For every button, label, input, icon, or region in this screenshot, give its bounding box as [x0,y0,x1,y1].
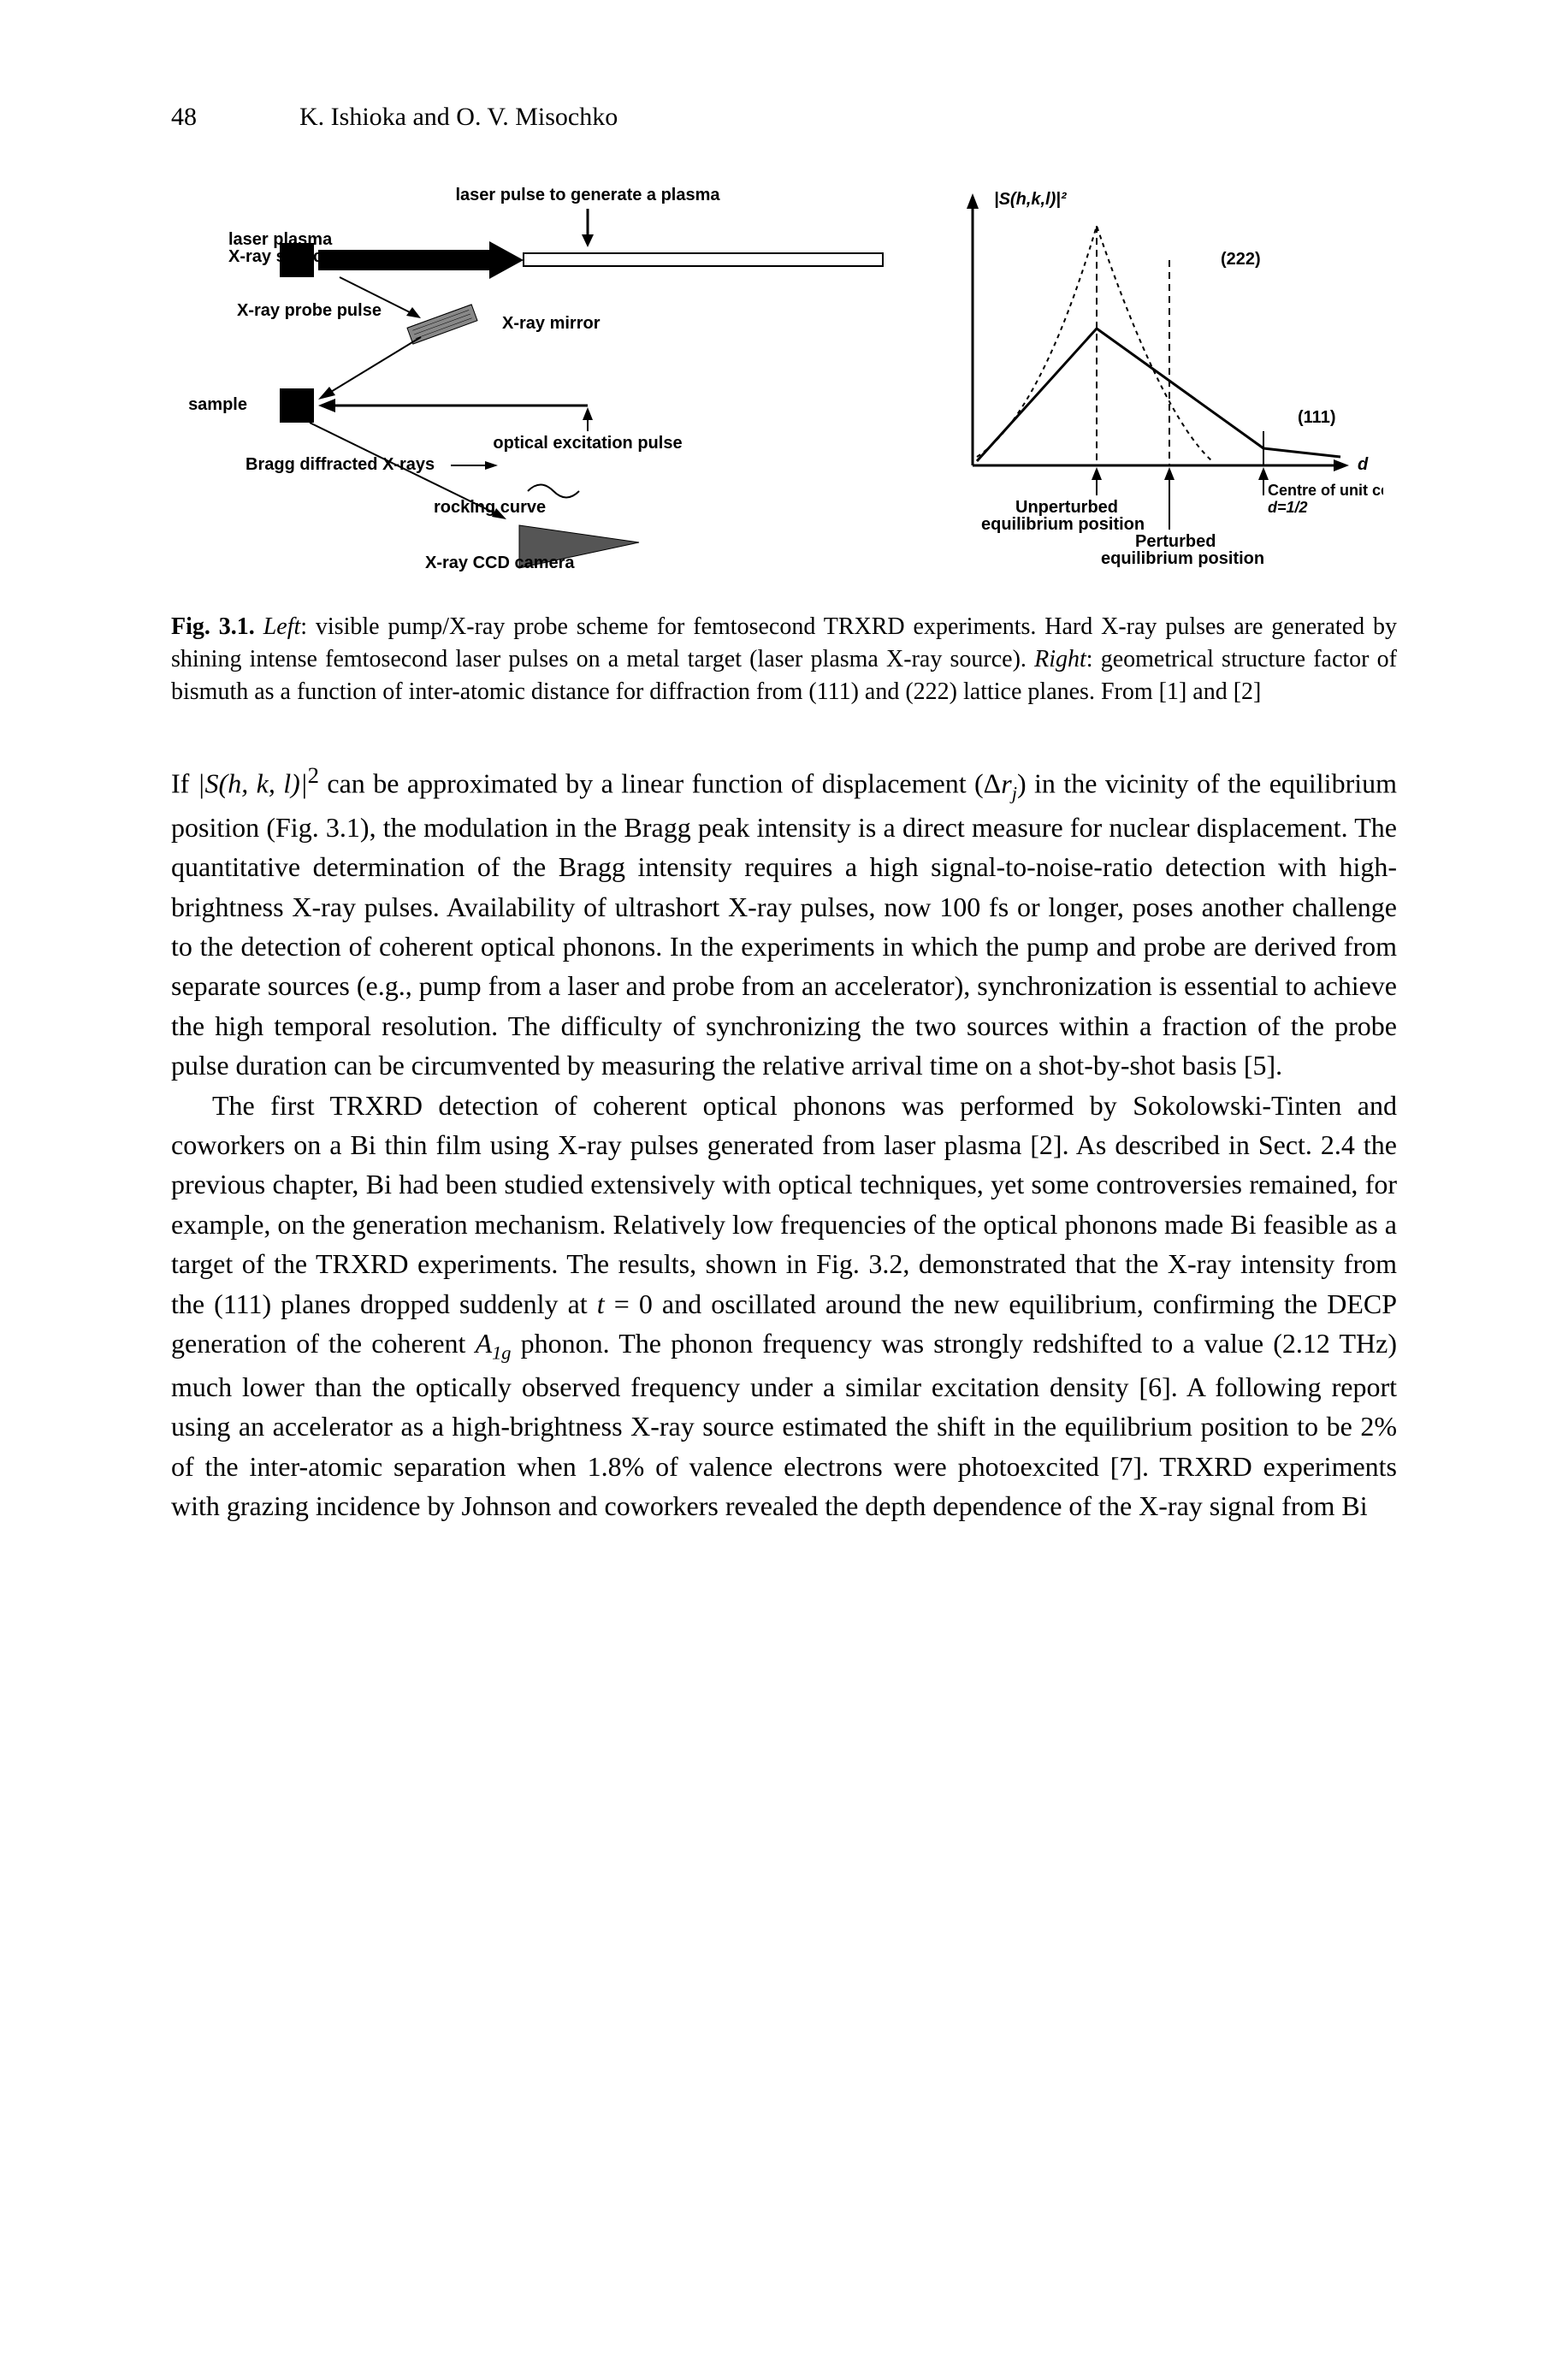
label-y-axis: |S(h,k,l)|² [994,190,1068,209]
label-x-axis: d [1358,455,1369,474]
header-authors: K. Ishioka and O. V. Misochko [299,103,618,132]
figure-caption-right-label: Right [1034,646,1086,672]
label-d-half: d=1/2 [1268,499,1308,516]
label-111: (111) [1298,408,1335,427]
paragraph-1: If |S(h, k, l)|2 can be approximated by … [171,759,1397,1085]
figure-diagram: laser pulse to generate a plasma laser p… [171,175,1397,585]
label-perturbed: Perturbed [1135,532,1216,551]
label-xray-mirror: X-ray mirror [502,314,601,333]
label-optical-excitation: optical excitation pulse [493,434,682,453]
label-xray-source: X-ray source [228,247,332,266]
label-laser-pulse: laser pulse to generate a plasma [455,186,720,204]
page-number: 48 [171,103,197,132]
label-equilibrium-1: equilibrium position [981,515,1145,534]
page-header: 48 K. Ishioka and O. V. Misochko [171,103,1397,132]
label-laser-plasma: laser plasma [228,230,333,249]
figure-caption: Fig. 3.1. Left: visible pump/X-ray probe… [171,611,1397,708]
label-bragg-diffracted: Bragg diffracted X-rays [246,455,435,474]
label-sample: sample [188,395,247,414]
paragraph-2: The first TRXRD detection of coherent op… [171,1086,1397,1526]
label-centre-unit: Centre of unit cell [1268,482,1383,499]
body-text: If |S(h, k, l)|2 can be approximated by … [171,759,1397,1525]
label-equilibrium-2: equilibrium position [1101,549,1264,568]
figure-caption-left-label: Left [263,613,301,640]
label-rocking-curve: rocking curve [434,498,546,517]
label-222: (222) [1221,250,1261,269]
label-xray-ccd: X-ray CCD camera [425,554,575,572]
figure-container: laser pulse to generate a plasma laser p… [171,175,1397,585]
figure-caption-prefix: Fig. 3.1. [171,613,255,640]
label-xray-probe: X-ray probe pulse [237,301,382,320]
label-unperturbed: Unperturbed [1015,498,1118,517]
